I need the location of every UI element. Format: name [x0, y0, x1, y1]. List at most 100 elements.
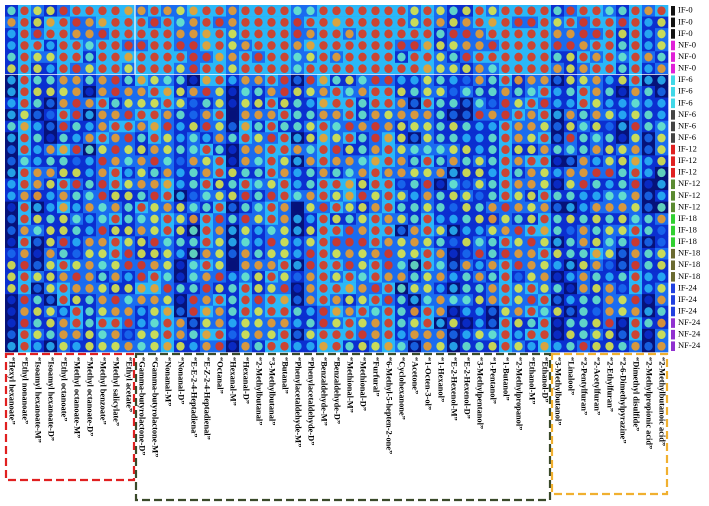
- heat-spot: [436, 6, 445, 16]
- heat-spot: [358, 179, 367, 189]
- heat-spot: [98, 110, 107, 120]
- heat-spot: [501, 75, 510, 85]
- heat-spot: [553, 110, 562, 120]
- column-label: “2-Methylbutanal”: [255, 357, 264, 425]
- heat-spot: [98, 191, 107, 201]
- heat-spot: [98, 87, 107, 97]
- heat-spot: [72, 272, 81, 282]
- heat-spot: [657, 75, 666, 85]
- heat-spot: [280, 145, 289, 154]
- heat-spot: [202, 249, 211, 259]
- heat-spot: [462, 41, 471, 50]
- heat-spot: [176, 168, 185, 178]
- heat-spot: [137, 191, 146, 201]
- heat-spot: [98, 272, 107, 282]
- heat-spot: [124, 226, 133, 235]
- heat-spot: [189, 29, 198, 39]
- heat-spot: [514, 226, 523, 235]
- heat-spot: [215, 6, 224, 16]
- row-swatch: [671, 121, 675, 132]
- heat-spot: [527, 41, 536, 50]
- heat-spot: [163, 156, 172, 166]
- heat-spot: [605, 307, 614, 316]
- heat-spot: [553, 179, 562, 189]
- heat-spot: [241, 168, 250, 178]
- heat-spot: [7, 41, 16, 50]
- heat-spot: [436, 75, 445, 85]
- heat-spot: [319, 214, 328, 224]
- heat-spot: [293, 6, 302, 16]
- heat-spot: [618, 75, 627, 85]
- heat-spot: [228, 249, 237, 259]
- heat-spot: [462, 214, 471, 224]
- heat-spot: [124, 330, 133, 340]
- heat-spot: [228, 110, 237, 120]
- column-label: “Octanal”: [216, 357, 225, 394]
- heat-spot: [540, 29, 549, 39]
- heat-spot: [631, 29, 640, 39]
- heat-spot: [605, 41, 614, 50]
- heat-spot: [293, 64, 302, 74]
- heat-spot: [124, 6, 133, 16]
- heat-spot: [410, 52, 419, 62]
- row-label: IF-12: [678, 155, 697, 165]
- heat-spot: [553, 283, 562, 293]
- heat-spot: [462, 249, 471, 259]
- heat-spot: [527, 260, 536, 270]
- heat-spot: [410, 191, 419, 201]
- heat-spot: [59, 307, 68, 316]
- heat-spot: [514, 237, 523, 247]
- heat-spot: [371, 98, 380, 108]
- heat-spot: [345, 110, 354, 120]
- heat-spot: [501, 179, 510, 189]
- row-label: IF-18: [678, 213, 697, 223]
- heat-spot: [449, 341, 458, 351]
- heat-spot: [540, 168, 549, 178]
- heat-spot: [384, 122, 393, 131]
- heat-spot: [358, 75, 367, 85]
- heat-spot: [163, 283, 172, 293]
- heat-spot: [423, 179, 432, 189]
- heat-spot: [189, 283, 198, 293]
- heat-spot: [540, 237, 549, 247]
- heat-spot: [7, 283, 16, 293]
- heat-spot: [59, 272, 68, 282]
- heat-spot: [397, 87, 406, 97]
- heat-spot: [384, 203, 393, 212]
- heat-spot: [540, 75, 549, 85]
- heat-spot: [449, 156, 458, 166]
- row-label: IF-6: [678, 86, 693, 96]
- heat-spot: [254, 133, 263, 143]
- heat-spot: [241, 203, 250, 212]
- heat-spot: [215, 75, 224, 85]
- heat-spot: [436, 145, 445, 154]
- heat-spot: [423, 226, 432, 235]
- column-label: “Benzaldehyde-D”: [333, 357, 342, 424]
- heat-spot: [358, 307, 367, 316]
- heat-spot: [228, 226, 237, 235]
- heat-spot: [618, 122, 627, 131]
- heat-spot: [215, 203, 224, 212]
- heat-spot: [501, 64, 510, 74]
- heat-spot: [449, 295, 458, 305]
- heat-spot: [605, 122, 614, 131]
- heat-spot: [189, 179, 198, 189]
- heat-spot: [7, 179, 16, 189]
- heat-spot: [631, 156, 640, 166]
- heat-spot: [98, 249, 107, 259]
- heat-spot: [592, 145, 601, 154]
- heat-spot: [514, 17, 523, 27]
- heat-spot: [527, 17, 536, 27]
- heat-spot: [501, 214, 510, 224]
- heat-spot: [137, 75, 146, 85]
- heat-spot: [579, 41, 588, 50]
- heat-spot: [358, 226, 367, 235]
- heat-spot: [176, 156, 185, 166]
- row-swatch: [671, 75, 675, 85]
- heat-spot: [98, 179, 107, 189]
- row-swatch: [671, 63, 675, 74]
- heat-spot: [332, 64, 341, 74]
- row-label: NF-24: [678, 317, 701, 327]
- heat-spot: [527, 214, 536, 224]
- heat-spot: [436, 203, 445, 212]
